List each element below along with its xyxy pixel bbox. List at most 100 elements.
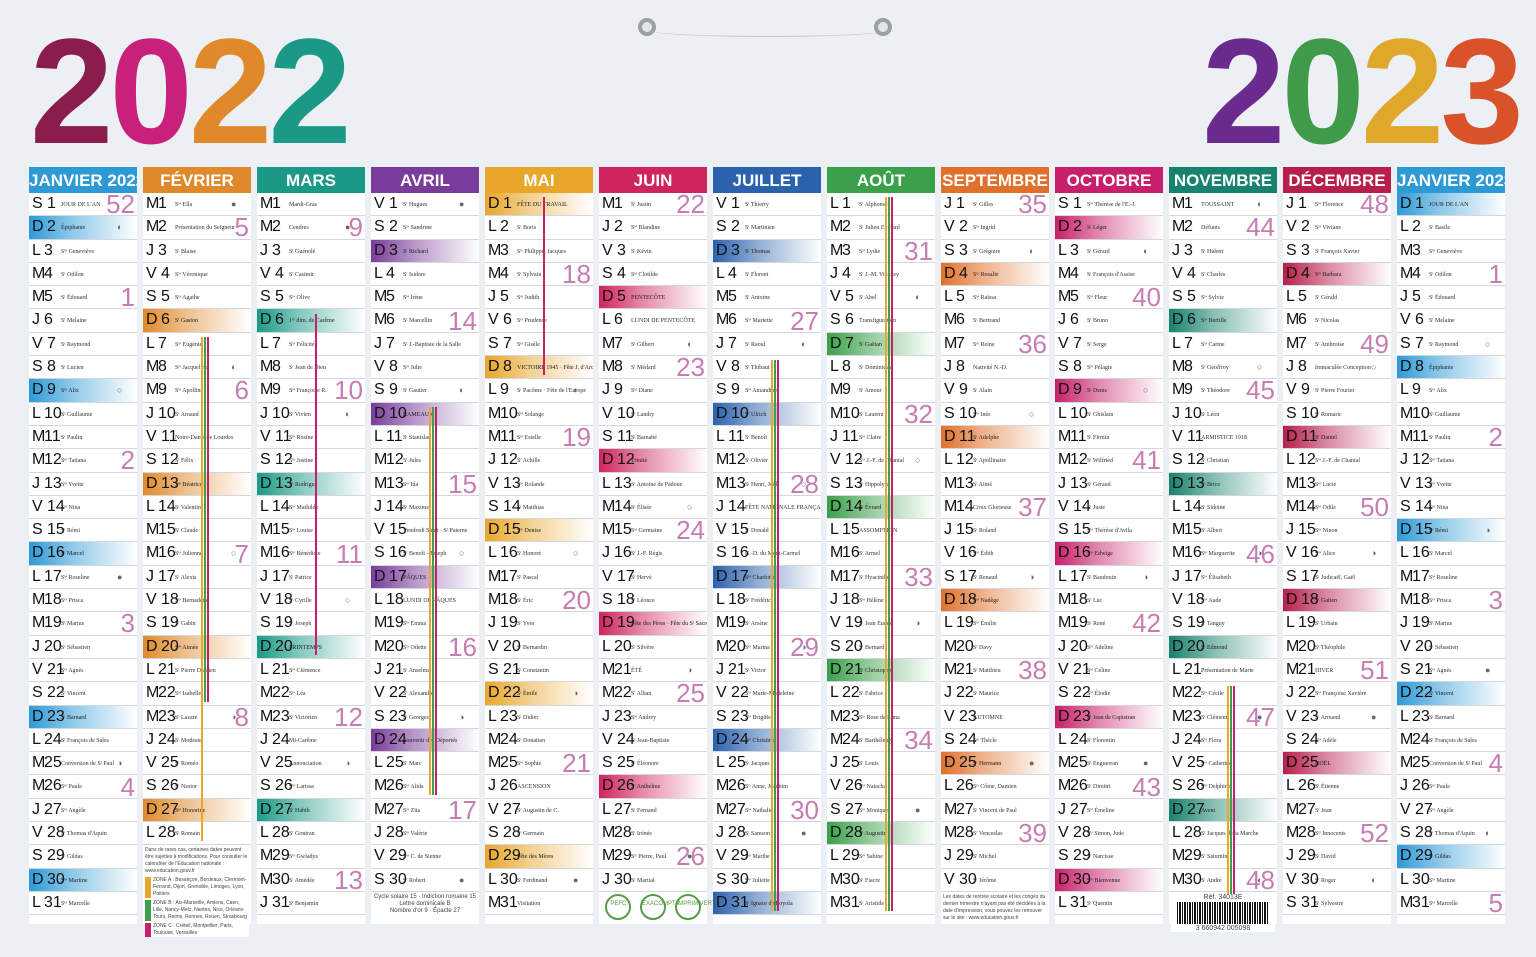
day-row: S 22 Sᵗ Vincent — [29, 682, 137, 706]
weekday-letter: V — [1400, 474, 1411, 492]
day-row: V 22 Sᵗᵉ Marie-Madeleine — [713, 682, 821, 706]
saint-name: Sᵗ Pascal — [517, 574, 539, 581]
day-number: 11 — [44, 427, 61, 445]
weekday-letter: M — [1286, 824, 1300, 842]
weekday-letter: D — [488, 684, 500, 702]
month-column: MARS M 1 Mardi-Gras M 2 Cendres ● J 3 Sᵗ Guénolé V 4… — [257, 167, 365, 924]
day-number: 4 — [500, 264, 509, 282]
day-number: 18 — [1412, 591, 1430, 609]
weekday-letter: V — [488, 311, 499, 329]
day-row: L 26 Sᵗ Étienne — [1283, 775, 1391, 799]
saint-name: Sᵗ Alexandre — [403, 691, 434, 698]
day-number: 4 — [842, 264, 851, 282]
day-row: M 7 Sᵗ Gilbert ◐ — [599, 333, 707, 357]
saint-name: Sᵗ Baudouin — [1087, 574, 1117, 581]
weekday-letter: L — [146, 824, 155, 842]
saint-name: Sᵗ Christophe — [859, 667, 892, 674]
weekday-letter: M — [830, 893, 844, 911]
day-number: 17 — [1412, 567, 1430, 585]
weekday-letter: S — [1058, 684, 1069, 702]
saint-name: Sᵗᵉ Eugénie — [175, 341, 203, 348]
day-row: V 3 Sᵗ Kévin — [599, 240, 707, 263]
day-row: M 23 Sᵗ Lazare ◑ — [143, 706, 251, 729]
calendar-stat: Cycle solaire 15 · Indiction romaine 15 — [373, 894, 477, 900]
day-number: 20 — [728, 637, 746, 655]
day-number: 29 — [47, 847, 65, 865]
day-number: 29 — [1298, 847, 1316, 865]
day-number: 20 — [275, 637, 293, 655]
saint-name: Sᵗ Barnabé — [631, 434, 657, 441]
day-number: 1 — [1073, 195, 1082, 212]
weekday-letter: V — [944, 870, 955, 888]
day-row: V 6 Sᵗᵉ Prudence — [485, 309, 593, 333]
day-row: L 30 Sᵗᵉ Martine — [1397, 869, 1505, 892]
weekday-letter: M — [716, 311, 730, 329]
weekday-letter: L — [602, 637, 611, 655]
day-row: D 18 Sᵗᵉ Nadège — [941, 589, 1049, 613]
weekday-letter: J — [1400, 288, 1408, 306]
weekday-letter: V — [488, 637, 499, 655]
weekday-letter: D — [1172, 800, 1184, 818]
weekday-letter: L — [488, 218, 497, 236]
weekday-letter: M — [944, 474, 958, 492]
day-number: 5 — [1298, 288, 1307, 306]
day-row: S 10 Sᵗᵉ Inès ○ — [941, 403, 1049, 426]
weekday-letter: M — [1400, 730, 1414, 748]
day-row: D 13 Sᵗᵉ Béatrice — [143, 472, 251, 496]
saint-name: Sᵗˢ Anne, Joachim — [745, 784, 788, 791]
day-number: 23 — [842, 707, 860, 725]
saint-name: JOUR DE L'AN — [61, 202, 101, 208]
day-number: 7 — [614, 334, 623, 352]
day-row: V 9 Sᵗ Pierre Fourier — [1283, 379, 1391, 403]
day-number: 14 — [956, 497, 974, 515]
saint-name: Sᵗᵉ Clotilde — [631, 271, 658, 278]
saint-name: Sᵗ Marius — [1429, 621, 1452, 628]
saint-name: Sᵗᵉ Rose de Lima — [859, 714, 900, 721]
month-header: NOVEMBRE — [1169, 167, 1277, 193]
weekday-letter: D — [830, 334, 842, 352]
saint-name: Sᵗᵉ Marcelle — [61, 900, 90, 907]
day-row: V 7 Sᵗ Serge — [1055, 333, 1163, 357]
weekday-letter: S — [716, 870, 727, 888]
day-row: M 2 Sᵗ Julien Eymard — [827, 216, 935, 240]
day-number: 15 — [1298, 521, 1316, 539]
day-row: S 9 Sᵗᵉ Amandine — [713, 379, 821, 403]
day-number: 22 — [158, 684, 176, 702]
day-number: 16 — [842, 544, 860, 562]
day-row: M 9 Sᵗ Amour — [827, 379, 935, 403]
day-number: 5 — [275, 288, 284, 306]
day-row: M 13 Sᵗ Aimé — [941, 473, 1049, 496]
weekday-letter: D — [1058, 870, 1070, 888]
day-number: 22 — [842, 684, 860, 702]
day-number: 19 — [1187, 614, 1205, 632]
saint-name: Sᵗ Constantin — [517, 667, 549, 674]
day-row: M 25 Sᵗᵉ Sophie — [485, 752, 593, 776]
saint-name: Sᵗ François de Sales — [1429, 737, 1477, 744]
saint-name: Sᵗᵉ Paule — [61, 784, 82, 791]
saint-name: Sᵗ Melaine — [1429, 318, 1455, 325]
saint-name: Sᵗ Achille — [517, 458, 541, 465]
day-number: 27 — [275, 800, 293, 818]
day-row: J 3 Sᵗ Blaise — [143, 240, 251, 263]
moon-phase-icon: ● — [1143, 758, 1149, 769]
saint-name: Sᵗᵉ Édith — [973, 551, 994, 558]
saint-name: Sᵗ Roland — [973, 528, 997, 535]
day-row: S 4 Sᵗᵉ Clotilde — [599, 263, 707, 287]
month-column: JUIN M 1 Sᵗ Justin J 2 Sᵗᵉ Blandine V 3 Sᵗ Kévin S… — [599, 167, 715, 924]
weekday-letter: J — [374, 497, 382, 515]
day-row: M 23 Sᵗ Victorien — [257, 706, 365, 729]
day-row: L 1 Sᵗ Alphonse — [827, 193, 935, 217]
weekday-letter: J — [1286, 521, 1294, 539]
weekday-letter: V — [374, 358, 385, 376]
day-number: 12 — [44, 451, 62, 469]
day-number: 5 — [956, 288, 965, 306]
saint-name: Sᵗ Antoine — [745, 295, 770, 302]
day-number: 2 — [272, 218, 281, 236]
day-row: J 4 Sᵗ J.-M. Vianney — [827, 263, 935, 287]
saint-name: Sᵗ Christian — [1201, 458, 1229, 465]
day-number: 17 — [1184, 567, 1202, 585]
day-number: 26 — [956, 777, 974, 795]
day-number: 2 — [1412, 218, 1421, 236]
weekday-letter: S — [260, 288, 271, 306]
